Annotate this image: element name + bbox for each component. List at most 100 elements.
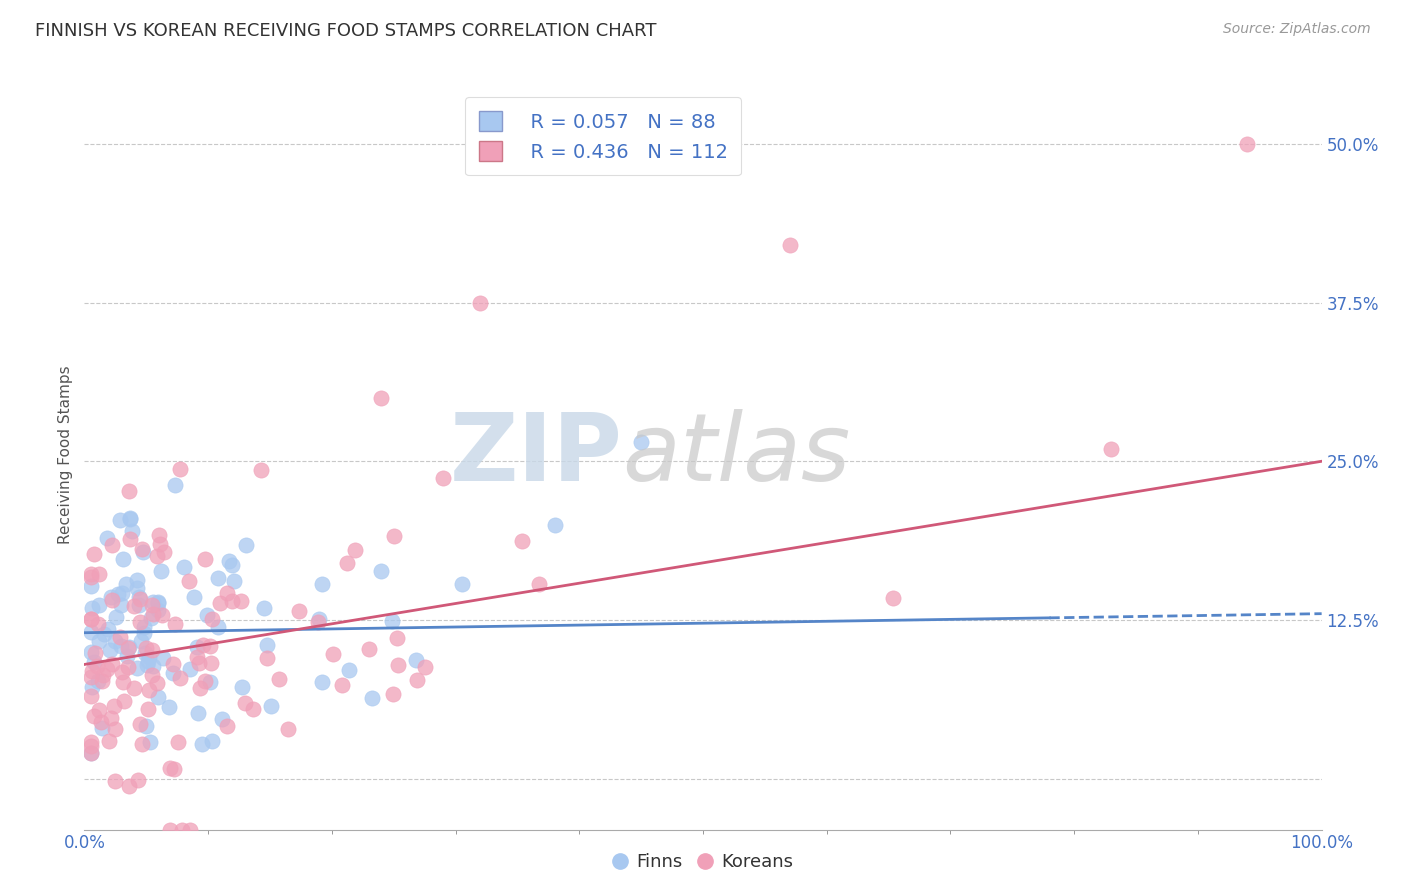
Point: [382, 687, 405, 701]
Point: [172, 822, 194, 837]
Point: [146, 690, 169, 704]
Point: [142, 658, 165, 673]
Point: [117, 660, 139, 674]
Point: [1099, 442, 1122, 456]
Point: [141, 598, 163, 612]
Point: [122, 599, 145, 614]
Point: [141, 611, 163, 625]
Point: [152, 651, 174, 665]
Point: [111, 585, 134, 599]
Point: [128, 591, 150, 605]
Point: [86, 659, 108, 673]
Point: [87, 567, 110, 582]
Point: [163, 763, 186, 777]
Point: [208, 596, 231, 610]
Point: [108, 513, 131, 527]
Point: [134, 646, 156, 660]
Point: [187, 706, 209, 720]
Point: [311, 577, 333, 591]
Point: [128, 599, 150, 613]
Point: [79, 747, 101, 761]
Point: [138, 650, 160, 665]
Point: [159, 761, 181, 775]
Point: [169, 671, 191, 685]
Point: [1236, 136, 1258, 151]
Point: [510, 533, 533, 548]
Point: [162, 657, 184, 672]
Point: [235, 538, 257, 552]
Point: [132, 620, 155, 634]
Point: [152, 545, 174, 559]
Point: [211, 713, 233, 727]
Point: [118, 640, 141, 654]
Point: [218, 554, 240, 568]
Point: [146, 549, 169, 563]
Point: [117, 648, 139, 663]
Point: [256, 638, 278, 652]
Point: [120, 512, 142, 526]
Point: [150, 608, 173, 623]
Point: [79, 746, 101, 760]
Point: [128, 592, 150, 607]
Point: [79, 625, 101, 640]
Point: [80, 579, 103, 593]
Point: [277, 722, 299, 736]
Point: [148, 528, 170, 542]
Point: [162, 666, 184, 681]
Point: [83, 709, 105, 723]
Point: [87, 598, 110, 612]
Point: [370, 391, 392, 405]
Point: [381, 614, 404, 628]
Point: [80, 567, 103, 582]
Point: [165, 616, 187, 631]
Point: [142, 607, 165, 621]
Point: [330, 678, 353, 692]
Point: [233, 696, 256, 710]
Point: [90, 714, 112, 729]
Point: [194, 673, 217, 688]
Point: [111, 665, 134, 680]
Point: [121, 524, 143, 539]
Point: [405, 653, 427, 667]
Point: [122, 681, 145, 696]
Point: [93, 626, 115, 640]
Point: [80, 681, 103, 695]
Point: [370, 564, 392, 578]
Point: [131, 541, 153, 556]
Point: [135, 719, 157, 733]
Point: [101, 538, 124, 552]
Point: [149, 537, 172, 551]
Point: [117, 641, 139, 656]
Point: [882, 591, 904, 605]
Text: ZIP: ZIP: [450, 409, 623, 501]
Point: [127, 574, 149, 588]
Point: [337, 663, 360, 677]
Point: [186, 640, 208, 654]
Point: [207, 620, 229, 634]
Point: [253, 601, 276, 615]
Point: [186, 650, 208, 665]
Point: [382, 529, 405, 543]
Point: [112, 552, 135, 566]
Point: [112, 675, 135, 690]
Point: [127, 772, 149, 787]
Point: [131, 738, 153, 752]
Point: [129, 717, 152, 731]
Point: [451, 577, 474, 591]
Point: [250, 463, 273, 477]
Point: [131, 633, 153, 648]
Point: [221, 558, 243, 573]
Point: [198, 674, 221, 689]
Point: [82, 600, 104, 615]
Point: [231, 680, 253, 694]
Point: [142, 595, 165, 609]
Point: [80, 665, 103, 679]
Point: [336, 557, 359, 571]
Point: [217, 719, 239, 733]
Point: [87, 703, 110, 717]
Point: [135, 657, 157, 672]
Point: [127, 581, 149, 595]
Point: [191, 638, 214, 652]
Point: [406, 673, 429, 687]
Point: [97, 623, 120, 637]
